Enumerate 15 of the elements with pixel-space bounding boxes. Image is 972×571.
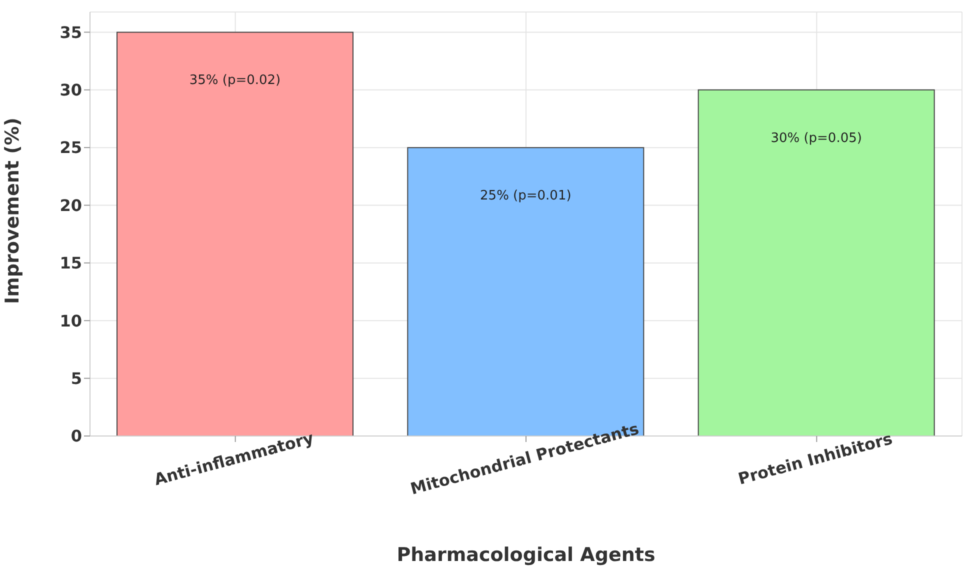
y-tick-label: 0 [70,426,82,446]
bar [698,89,935,436]
data-label: 30% (p=0.05) [770,130,862,146]
y-tick-label: 30 [60,80,82,100]
y-tick-label: 20 [60,196,82,215]
y-tick-label: 25 [60,138,82,158]
data-label: 25% (p=0.01) [480,188,572,204]
y-tick-label: 35 [60,22,82,42]
y-tick-label: 15 [60,254,82,273]
y-tick-label: 10 [60,311,82,330]
y-tick-label: 5 [70,368,82,388]
y-axis-title: Improvement (%) [2,118,24,304]
bar [116,32,354,436]
data-label: 35% (p=0.02) [189,73,281,88]
x-axis-title: Pharmacological Agents [396,544,656,566]
